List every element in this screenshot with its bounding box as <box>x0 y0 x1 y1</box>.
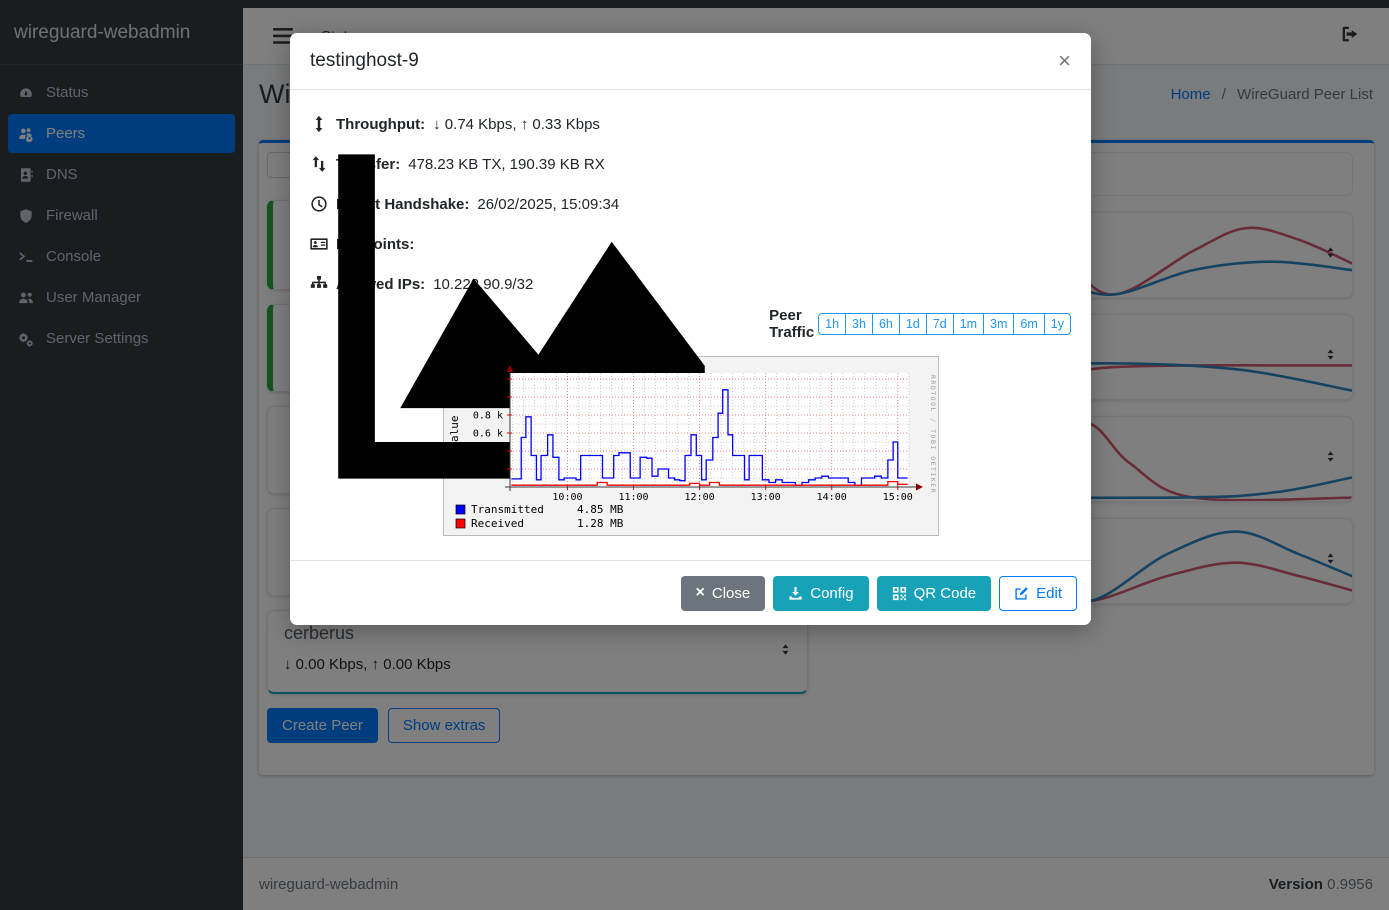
svg-text:15:00: 15:00 <box>883 492 913 503</box>
svg-text:12:00: 12:00 <box>685 492 715 503</box>
svg-text:Transmitted: Transmitted <box>471 503 544 516</box>
x-icon: × <box>695 584 705 601</box>
range-6h-button[interactable]: 6h <box>871 313 900 335</box>
svg-text:1.2 k: 1.2 k <box>473 375 503 386</box>
svg-text:Value: Value <box>448 415 461 448</box>
svg-text:0.6 k: 0.6 k <box>473 429 503 440</box>
svg-text:0.2 k: 0.2 k <box>473 465 503 476</box>
edit-button[interactable]: Edit <box>999 575 1077 611</box>
exchange-arrows-icon <box>312 156 326 172</box>
close-button[interactable]: × Close <box>680 575 766 611</box>
edit-icon <box>1015 586 1028 600</box>
svg-text:0.4 k: 0.4 k <box>473 447 503 458</box>
qr-code-button[interactable]: QR Code <box>876 575 992 611</box>
handshake-value: 26/02/2025, 15:09:34 <box>477 195 620 213</box>
modal-footer: × Close Config QR Code Edit <box>290 560 1091 625</box>
throughput-label: Throughput: <box>336 115 426 133</box>
rrd-graph-image: 10:00 11:00 12:00 13:00 14:00 15:00 0.2 k 0.4 k… <box>448 358 937 530</box>
peer-traffic-graph: 10:00 11:00 12:00 13:00 14:00 15:00 0.2 k 0.4 k… <box>443 356 939 536</box>
qrcode-icon <box>892 586 906 600</box>
modal-header: testinghost-9 × <box>290 33 1091 90</box>
config-button-label: Config <box>810 584 854 602</box>
range-1y-button[interactable]: 1y <box>1043 313 1071 335</box>
svg-text:1.0 k: 1.0 k <box>473 393 503 404</box>
qr-button-label: QR Code <box>913 584 977 602</box>
svg-text:4.85 MB: 4.85 MB <box>577 503 624 516</box>
svg-text:Peer: Peer <box>598 358 627 372</box>
range-1m-button[interactable]: 1m <box>952 313 985 335</box>
allowed-ips-value: 10.222.90.9/32 <box>433 275 534 293</box>
close-button-label: Close <box>711 584 751 602</box>
range-1d-button[interactable]: 1d <box>898 313 927 335</box>
address-card-icon <box>310 238 328 250</box>
peer-traffic-label: Peer Traffic <box>769 307 815 341</box>
transfer-value: 478.23 KB TX, 190.39 KB RX <box>408 155 605 173</box>
throughput-row: Throughput: ↓ 0.74 Kbps, ↑ 0.33 Kbps <box>310 104 1071 144</box>
config-download-button[interactable]: Config <box>773 575 869 611</box>
sitemap-icon <box>310 276 328 288</box>
clock-icon <box>311 196 327 212</box>
range-7d-button[interactable]: 7d <box>925 313 954 335</box>
time-range-group: 1h 3h 6h 1d 7d 1m 3m 6m 1y <box>818 313 1071 335</box>
svg-text:11:00: 11:00 <box>618 492 648 503</box>
download-icon <box>789 586 802 600</box>
svg-text:0.8 k: 0.8 k <box>473 411 503 422</box>
svg-text:1.28 MB: 1.28 MB <box>577 517 624 530</box>
peer-traffic-row: Peer Traffic 1h 3h 6h 1d 7d 1m 3m 6m 1y <box>310 154 1071 480</box>
range-6m-button[interactable]: 6m <box>1013 313 1045 335</box>
svg-text:10:00: 10:00 <box>552 492 582 503</box>
svg-text:13:00: 13:00 <box>751 492 781 503</box>
throughput-value: ↓ 0.74 Kbps, ↑ 0.33 Kbps <box>433 115 600 133</box>
range-3m-button[interactable]: 3m <box>983 313 1015 335</box>
modal-title: testinghost-9 <box>310 50 419 71</box>
modal-body: Throughput: ↓ 0.74 Kbps, ↑ 0.33 Kbps Tra… <box>290 90 1091 536</box>
range-1h-button[interactable]: 1h <box>818 313 847 335</box>
svg-text:14:00: 14:00 <box>817 492 847 503</box>
svg-text:RRDTOOL / TOBI OETIKER: RRDTOOL / TOBI OETIKER <box>929 375 937 494</box>
peer-details-modal: testinghost-9 × Throughput: ↓ 0.74 Kbps,… <box>290 33 1091 625</box>
svg-text:Received: Received <box>471 517 524 530</box>
arrows-up-down-icon <box>315 115 323 133</box>
close-icon[interactable]: × <box>1058 48 1071 73</box>
range-3h-button[interactable]: 3h <box>845 313 873 335</box>
edit-button-label: Edit <box>1036 584 1062 602</box>
